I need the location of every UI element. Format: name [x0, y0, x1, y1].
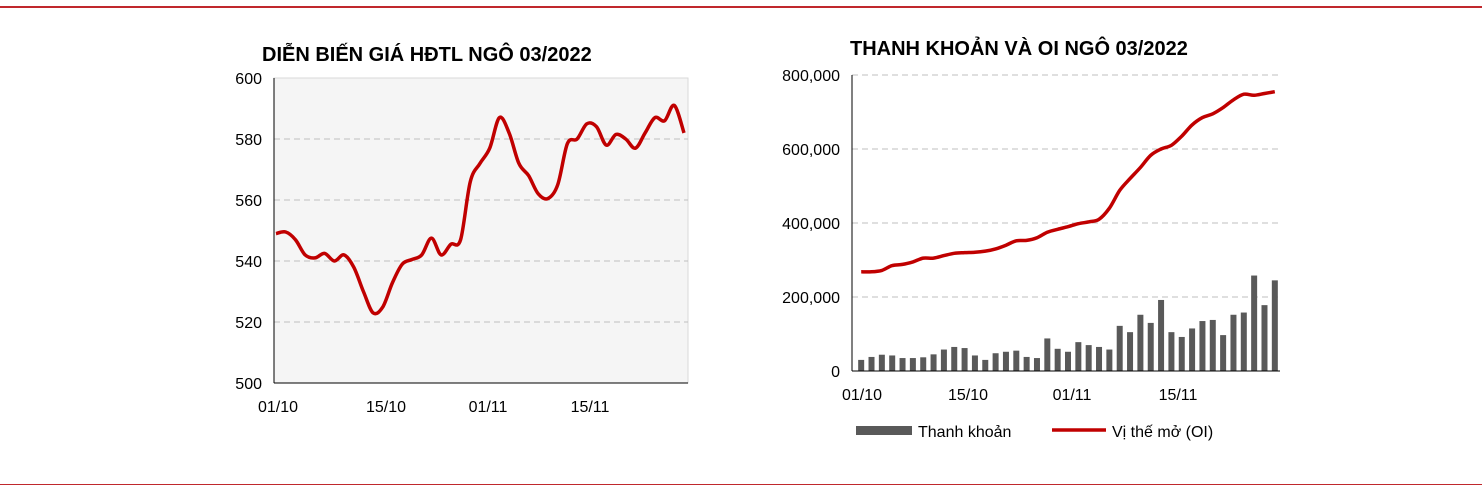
volume-y-tick-label: 600,000	[782, 142, 840, 159]
volume-bar	[1261, 305, 1268, 371]
volume-bar	[1240, 312, 1247, 371]
volume-bar	[1054, 348, 1061, 371]
price-y-tick-label: 600	[235, 71, 262, 88]
bottom-rule	[0, 484, 1482, 485]
price-y-tick-label: 540	[235, 254, 262, 271]
volume-bar	[1044, 338, 1051, 371]
price-plot-area	[273, 77, 689, 384]
top-rule	[0, 6, 1482, 8]
oi-series-line	[861, 89, 1276, 274]
volume-bar	[1178, 336, 1185, 371]
price-x-tick-label: 15/11	[571, 399, 610, 416]
volume-bar	[971, 355, 978, 371]
price-chart-title: DIỄN BIẾN GIÁ HĐTL NGÔ 03/2022	[262, 44, 592, 66]
volume-bar	[878, 354, 885, 371]
volume-y-tick-label: 400,000	[782, 216, 840, 233]
volume-bar	[1002, 351, 1009, 371]
volume-bar	[992, 353, 999, 371]
volume-bar	[982, 359, 989, 371]
volume-y-tick-label: 800,000	[782, 68, 840, 85]
price-x-tick-label: 15/10	[366, 399, 406, 416]
volume-bar	[1199, 321, 1206, 371]
price-x-tick-label: 01/11	[469, 399, 508, 416]
volume-bar	[920, 357, 927, 371]
volume-bar	[1271, 280, 1278, 371]
volume-x-tick-label: 15/11	[1159, 387, 1198, 404]
volume-bar	[909, 358, 916, 371]
volume-bar	[1116, 325, 1123, 371]
volume-bar	[1075, 342, 1082, 371]
price-y-tick-label: 560	[235, 193, 262, 210]
volume-bar	[1085, 345, 1092, 371]
volume-bar	[1147, 322, 1154, 371]
volume-y-tick-label: 200,000	[782, 290, 840, 307]
volume-bar	[1033, 358, 1040, 371]
volume-bar	[1251, 275, 1258, 371]
volume-bar	[930, 354, 937, 371]
volume-bar	[1127, 332, 1134, 371]
legend-bar-swatch	[856, 426, 912, 435]
volume-bar	[940, 349, 947, 371]
volume-x-tick-label: 15/10	[948, 387, 988, 404]
volume-bar	[1220, 335, 1227, 371]
volume-bar	[961, 348, 968, 371]
legend-line-label: Vị thế mở (OI)	[1112, 424, 1213, 441]
legend-bar-label: Thanh khoản	[918, 424, 1011, 441]
volume-x-tick-label: 01/11	[1053, 387, 1092, 404]
volume-bar	[868, 356, 875, 371]
volume-x-tick-label: 01/10	[842, 387, 882, 404]
volume-bar	[1106, 349, 1113, 371]
volume-bar	[1168, 332, 1175, 371]
volume-bar	[1065, 351, 1071, 371]
volume-bar	[1189, 328, 1196, 371]
price-x-tick-label: 01/10	[258, 399, 298, 416]
volume-bar	[951, 346, 958, 371]
price-series-line	[275, 103, 686, 316]
price-y-tick-label: 580	[235, 132, 262, 149]
volume-bar	[1137, 314, 1144, 371]
volume-bar	[1023, 356, 1030, 371]
volume-bar	[899, 358, 906, 371]
volume-chart-title: THANH KHOẢN VÀ OI NGÔ 03/2022	[850, 38, 1188, 60]
volume-y-tick-label: 0	[831, 364, 840, 381]
price-y-tick-label: 500	[235, 376, 262, 393]
volume-bar	[858, 359, 865, 371]
volume-bar	[1230, 314, 1237, 371]
volume-bar	[1096, 346, 1103, 371]
volume-bar	[1209, 319, 1216, 371]
volume-bar	[1158, 299, 1165, 371]
volume-bar	[889, 355, 896, 371]
price-y-tick-label: 520	[235, 315, 262, 332]
volume-bar	[1013, 350, 1020, 371]
